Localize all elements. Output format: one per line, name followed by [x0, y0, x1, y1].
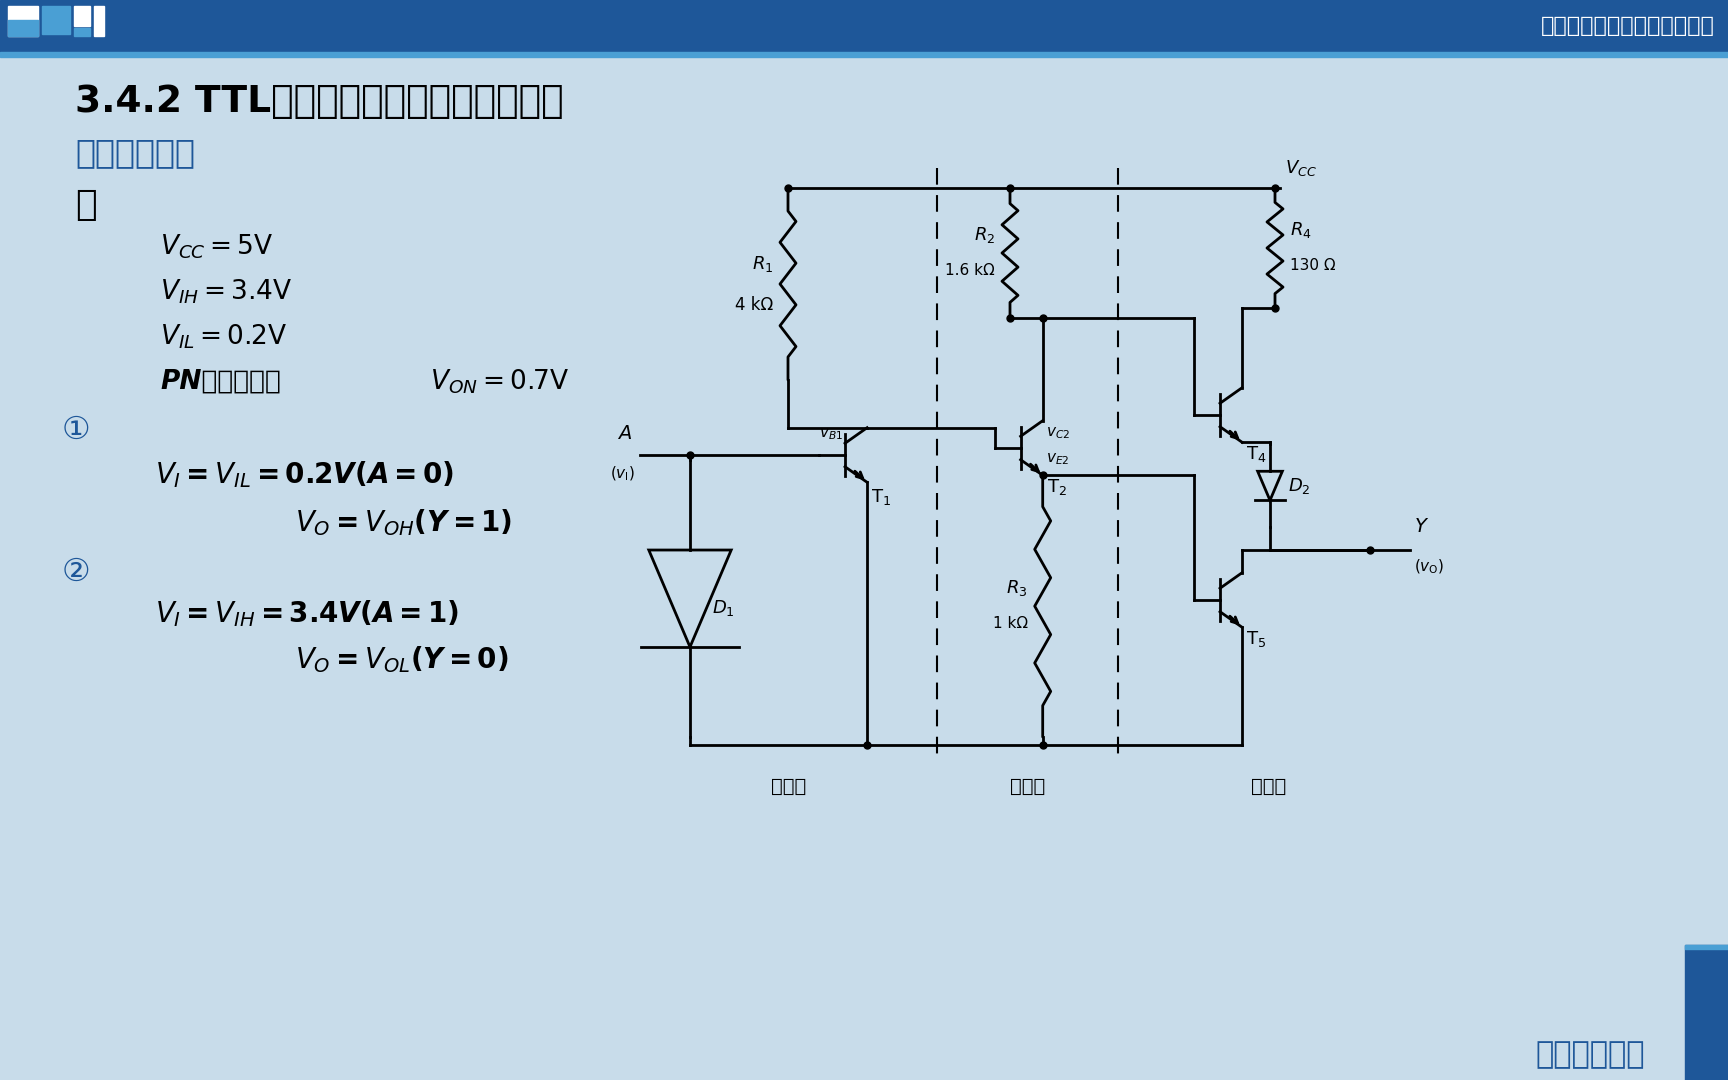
Text: $D_1$: $D_1$: [712, 598, 734, 619]
Text: 3.4.2 TTL反相器的电路结构和工作原理: 3.4.2 TTL反相器的电路结构和工作原理: [74, 84, 563, 120]
Text: 1.6 kΩ: 1.6 kΩ: [945, 264, 995, 278]
Bar: [9, 21, 38, 36]
Bar: [41, 6, 71, 33]
Text: $V_{IL} = 0.2\mathrm{V}$: $V_{IL} = 0.2\mathrm{V}$: [161, 323, 287, 351]
Text: 1 kΩ: 1 kΩ: [992, 617, 1028, 631]
Bar: [74, 6, 90, 26]
Bar: [0, 52, 1728, 57]
Text: $R_4$: $R_4$: [1291, 220, 1312, 240]
Text: $R_1$: $R_1$: [752, 254, 772, 274]
Bar: [9, 6, 38, 36]
Text: 南方医科大学: 南方医科大学: [1534, 1040, 1645, 1069]
Text: $V_{CC} = 5\mathrm{V}$: $V_{CC} = 5\mathrm{V}$: [161, 233, 273, 261]
Text: $(v_\mathrm{O})$: $(v_\mathrm{O})$: [1414, 558, 1445, 577]
Bar: [74, 28, 90, 36]
Text: $v_{C2}$: $v_{C2}$: [1045, 426, 1070, 442]
Text: $A$: $A$: [617, 424, 632, 443]
Text: $R_2$: $R_2$: [975, 225, 995, 245]
Text: ②: ②: [62, 556, 92, 588]
Text: $V_{IH} = 3.4\mathrm{V}$: $V_{IH} = 3.4\mathrm{V}$: [161, 278, 292, 307]
Bar: [1685, 945, 1728, 1080]
Text: PN结导通压降: PN结导通压降: [161, 369, 282, 395]
Text: 一、电路结构: 一、电路结构: [74, 136, 195, 170]
Text: $\boldsymbol{V_O = V_{OL}(Y = 0)}$: $\boldsymbol{V_O = V_{OL}(Y = 0)}$: [295, 645, 508, 675]
Text: $D_2$: $D_2$: [1287, 476, 1310, 496]
Text: 4 kΩ: 4 kΩ: [734, 296, 772, 314]
Text: $V_{ON} = 0.7\mathrm{V}$: $V_{ON} = 0.7\mathrm{V}$: [430, 368, 569, 396]
Text: 倒相级: 倒相级: [1009, 777, 1045, 796]
Text: ①: ①: [62, 415, 92, 445]
Bar: [1685, 945, 1728, 949]
Text: $\mathrm{T}_5$: $\mathrm{T}_5$: [1246, 630, 1267, 649]
Text: $\boldsymbol{V_I = V_{IL} = 0.2V(A = 0)}$: $\boldsymbol{V_I = V_{IL} = 0.2V(A = 0)}…: [156, 460, 454, 490]
Text: $\mathrm{T}_1$: $\mathrm{T}_1$: [871, 487, 892, 508]
Bar: [93, 6, 104, 36]
Bar: [0, 0, 1728, 52]
Text: $\boldsymbol{V_O = V_{OH}(Y = 1)}$: $\boldsymbol{V_O = V_{OH}(Y = 1)}$: [295, 508, 511, 539]
Text: 输出级: 输出级: [1251, 777, 1287, 796]
Text: $\mathrm{T}_2$: $\mathrm{T}_2$: [1047, 477, 1066, 497]
Text: 输入级: 输入级: [771, 777, 807, 796]
Text: 130 Ω: 130 Ω: [1291, 258, 1336, 273]
Text: $V_{CC}$: $V_{CC}$: [1286, 158, 1317, 178]
Text: $\mathrm{T}_4$: $\mathrm{T}_4$: [1246, 444, 1267, 464]
Text: 设: 设: [74, 188, 97, 222]
Text: 《数字电子技术基础》第六版: 《数字电子技术基础》第六版: [1541, 16, 1714, 36]
Text: $R_3$: $R_3$: [1006, 578, 1028, 598]
Text: $v_{B1}$: $v_{B1}$: [819, 427, 843, 442]
Text: $(v_\mathrm{I})$: $(v_\mathrm{I})$: [610, 465, 634, 484]
Text: $v_{E2}$: $v_{E2}$: [1045, 451, 1070, 468]
Text: $Y$: $Y$: [1414, 517, 1429, 536]
Text: $\boldsymbol{V_I = V_{IH} = 3.4V(A = 1)}$: $\boldsymbol{V_I = V_{IH} = 3.4V(A = 1)}…: [156, 598, 460, 630]
